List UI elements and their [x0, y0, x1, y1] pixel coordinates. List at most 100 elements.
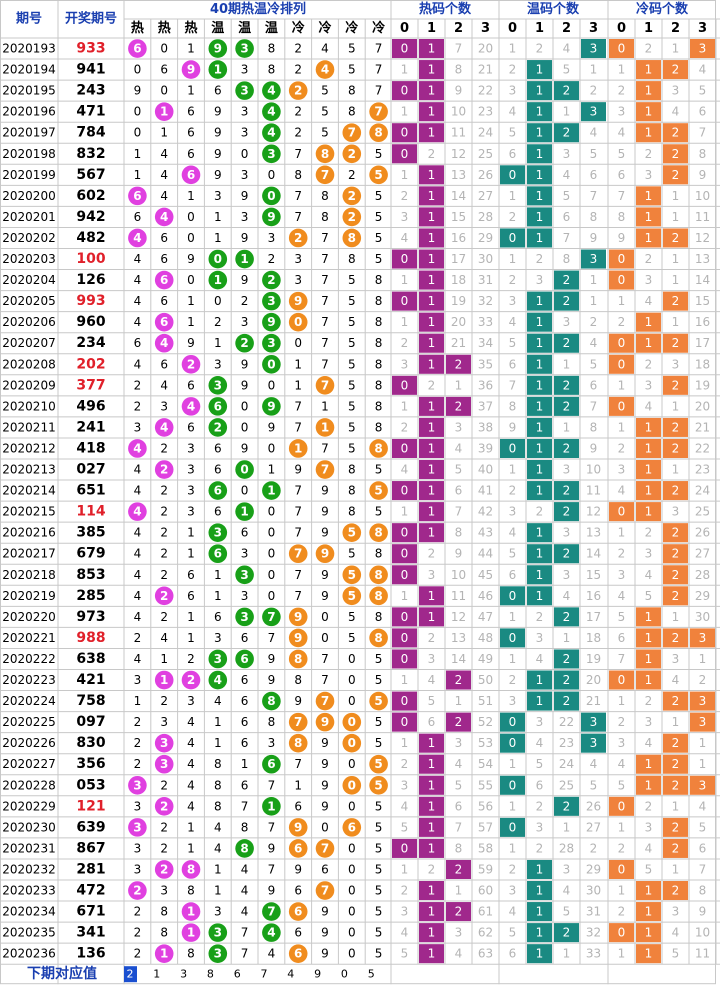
rank-digit: 2: [160, 778, 168, 792]
rank-digit: 7: [294, 715, 302, 729]
draw-number: 418: [76, 440, 105, 456]
hot-count-block: [392, 123, 417, 143]
hot-count-cell: 0: [401, 547, 409, 561]
rank-digit: 4: [187, 757, 195, 771]
warm-count-cell: 1: [590, 294, 598, 308]
table-row: 2020222 638 4 1 2 3 6 9 8 7 0 5 0 3 14 49 1 4 2 19 7 1 3 1: [2, 649, 706, 669]
draw-number: 651: [76, 483, 105, 499]
rank-digit: 0: [241, 420, 249, 434]
rank-digit: 3: [241, 315, 249, 329]
warm-count-cell: 2: [536, 799, 544, 813]
issue-number: 2020196: [2, 105, 55, 119]
warm-count-cell: 1: [536, 526, 544, 540]
rank-hit-marker: [208, 544, 228, 564]
draw-number: 243: [76, 83, 105, 99]
rank-digit: 7: [241, 926, 249, 940]
cold-count-cell: 2: [672, 757, 680, 771]
warm-count-block: [527, 228, 552, 248]
draw-number: 784: [76, 125, 105, 141]
warm-count-cell: 7: [590, 189, 598, 203]
hot-count-cell: 1: [428, 252, 436, 266]
cold-count-cell: 28: [695, 568, 710, 582]
issue-number: 2020220: [2, 610, 55, 624]
count-label: 3: [589, 21, 598, 36]
rank-digit: 1: [187, 820, 195, 834]
cold-count-cell: 1: [645, 778, 653, 792]
warm-count-cell: 2: [509, 862, 517, 876]
issue-number: 2020193: [2, 42, 55, 56]
warm-count-cell: 5: [509, 926, 517, 940]
warm-count-block: [527, 565, 552, 585]
count-label: 2: [454, 21, 463, 36]
hot-count-cell: 42: [478, 505, 493, 519]
rank-digit: 5: [374, 484, 382, 498]
rank-digit: 6: [134, 336, 142, 350]
cold-count-cell: 8: [618, 210, 626, 224]
rank-hit-marker: [288, 628, 308, 648]
hot-count-cell: 1: [401, 168, 409, 182]
count-label: 1: [644, 21, 653, 36]
cold-count-block: [690, 691, 715, 711]
rank-hit-marker: [262, 207, 281, 227]
rank-hit-marker: [262, 754, 281, 774]
warm-count-block: [500, 733, 525, 753]
issue-number: 2020205: [2, 294, 55, 308]
warm-count-group-header: 温码个数: [527, 1, 580, 17]
cold-count-cell: 1: [645, 231, 653, 245]
rank-digit: 3: [160, 715, 168, 729]
hot-count-cell: 4: [401, 463, 409, 477]
hot-count-block: [446, 902, 471, 922]
rank-hit-marker: [154, 860, 174, 879]
warm-count-cell: 31: [586, 905, 601, 919]
hot-count-block: [419, 60, 444, 80]
rank-digit: 9: [321, 526, 329, 540]
warm-count-block: [500, 586, 525, 606]
rank-digit: 1: [294, 778, 302, 792]
rank-digit: 4: [268, 947, 276, 961]
hot-count-cell: 6: [455, 799, 463, 813]
warm-count-cell: 0: [509, 820, 517, 834]
rank-digit: 6: [187, 568, 195, 582]
issue-number: 2020233: [2, 884, 55, 898]
issue-number: 2020209: [2, 378, 55, 392]
warm-count-cell: 5: [590, 778, 598, 792]
draw-number: 758: [76, 693, 105, 709]
rank-digit: 7: [268, 862, 276, 876]
cold-count-cell: 2: [645, 526, 653, 540]
warm-count-cell: 5: [509, 336, 517, 350]
cold-count-block: [636, 923, 661, 943]
cold-count-block: [609, 39, 634, 59]
hot-count-cell: 1: [401, 673, 409, 687]
cold-count-cell: 2: [672, 820, 680, 834]
rank-digit: 6: [241, 526, 249, 540]
rank-digit: 9: [321, 778, 329, 792]
warm-count-cell: 3: [509, 505, 517, 519]
rank-digit: 3: [268, 231, 276, 245]
rank-digit: 4: [160, 336, 168, 350]
rank-digit: 7: [294, 757, 302, 771]
warm-count-cell: 1: [536, 63, 544, 77]
cold-count-cell: 2: [618, 841, 626, 855]
rank-digit: 1: [294, 441, 302, 455]
table-row: 2020197 784 0 1 6 9 3 4 2 5 7 8 0 1 11 24 5 1 2 4 4 1 2 7: [2, 123, 706, 143]
rank-digit: 3: [241, 126, 249, 140]
hot-count-cell: 4: [455, 441, 463, 455]
count-label: 3: [698, 21, 707, 36]
rank-digit: 9: [321, 568, 329, 582]
warm-count-cell: 2: [536, 610, 544, 624]
table-row: 2020214 651 4 2 3 6 0 1 7 9 8 5 0 1 6 41 2 1 2 11 4 1 2 24: [2, 481, 710, 501]
rank-digit: 3: [267, 294, 275, 308]
cold-count-block: [663, 417, 688, 437]
hot-count-cell: 39: [478, 441, 493, 455]
cold-count-cell: 2: [618, 441, 626, 455]
cold-count-cell: 9: [618, 231, 626, 245]
cold-count-cell: 12: [695, 231, 710, 245]
rank-hit-marker: [235, 39, 254, 58]
rank-digit: 4: [134, 652, 142, 666]
warm-count-block: [581, 733, 606, 753]
hot-count-cell: 3: [428, 568, 436, 582]
warm-count-block: [527, 291, 552, 311]
rank-hit-marker: [342, 818, 362, 837]
cold-count-cell: 2: [672, 126, 680, 140]
